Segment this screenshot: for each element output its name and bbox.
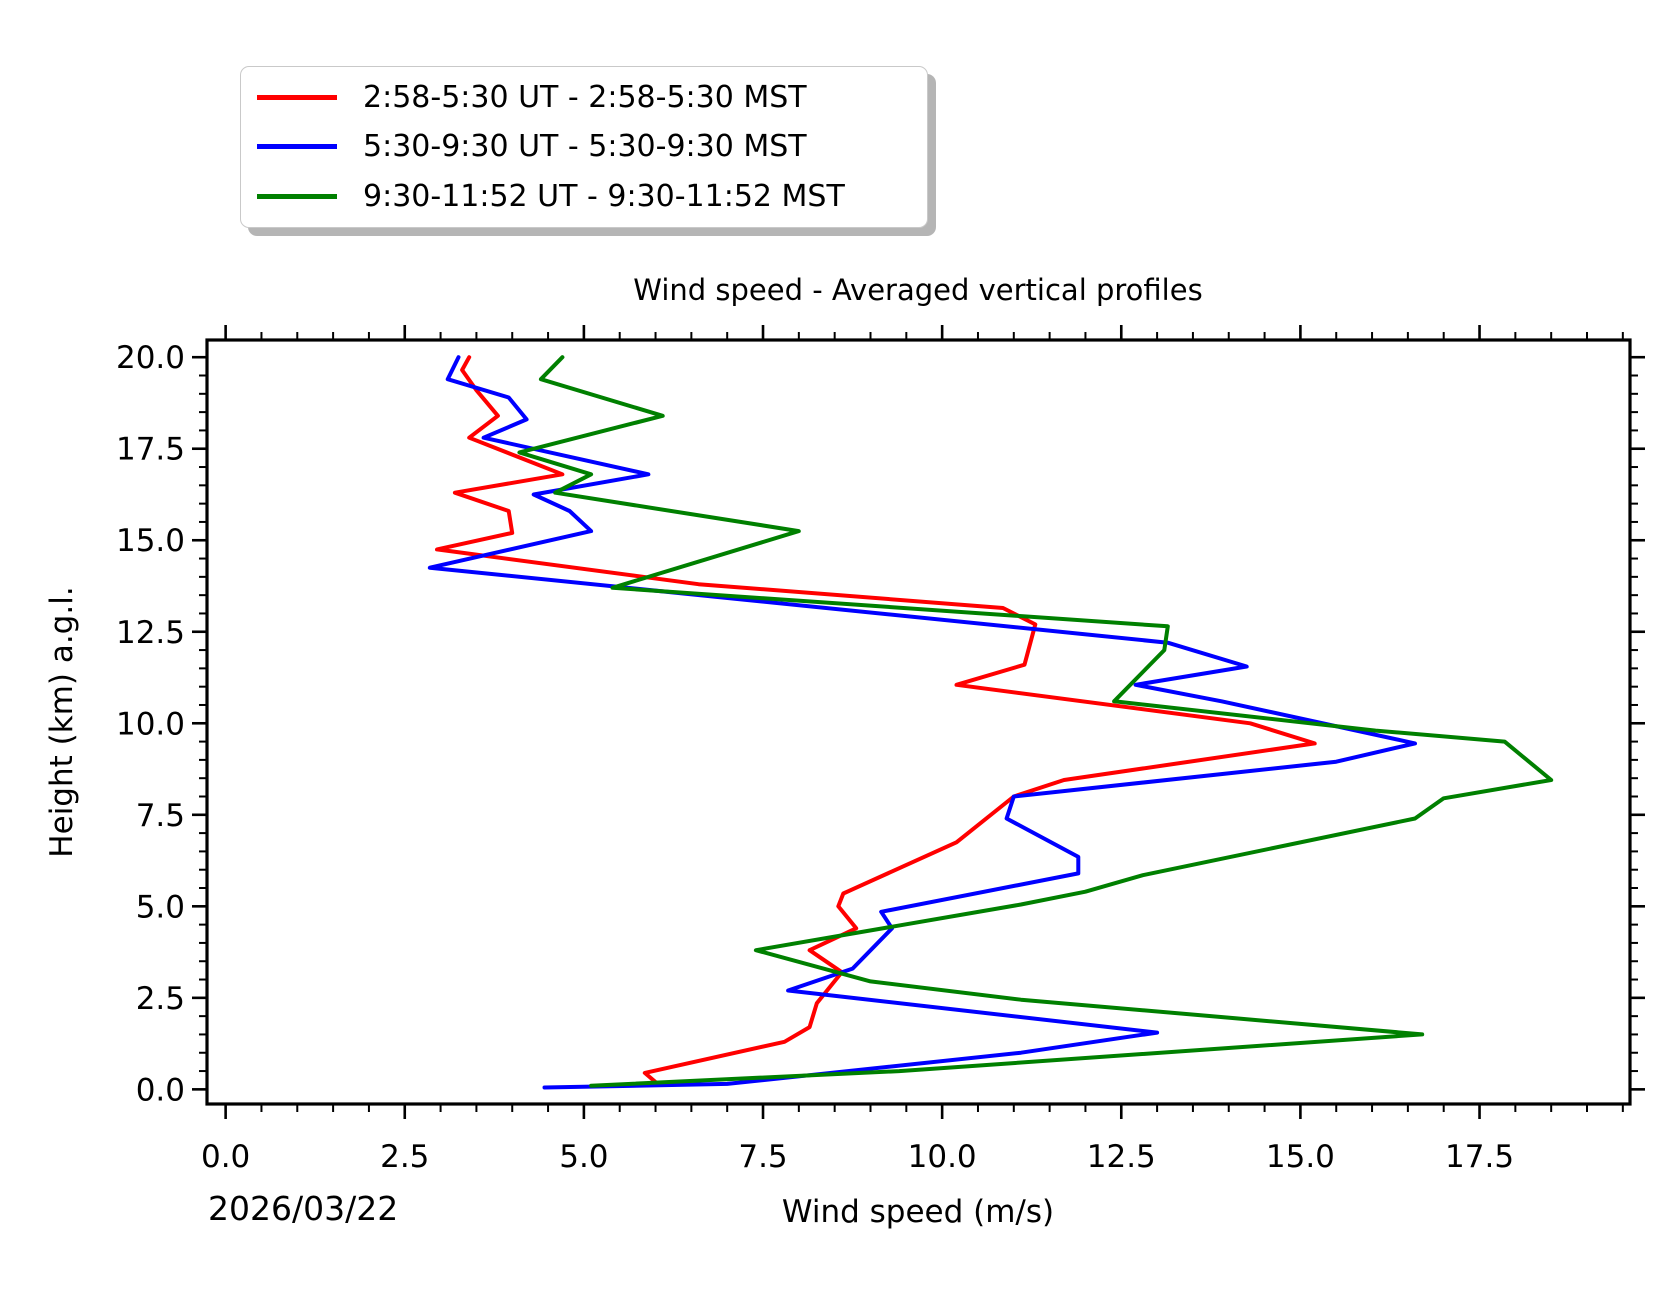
- x-axis-label: Wind speed (m/s): [782, 1194, 1054, 1230]
- tick-marks: [192, 325, 1645, 1119]
- legend-item: 9:30-11:52 UT - 9:30-11:52 MST: [257, 179, 917, 214]
- legend-item: 5:30-9:30 UT - 5:30-9:30 MST: [257, 129, 917, 164]
- legend-label: 2:58-5:30 UT - 2:58-5:30 MST: [363, 80, 807, 116]
- x-tick-label: 12.5: [1087, 1139, 1156, 1175]
- chart-title: Wind speed - Averaged vertical profiles: [633, 273, 1202, 307]
- data-curves: [427, 355, 1554, 1090]
- legend-line-sample: [257, 95, 337, 101]
- y-tick-label: 7.5: [136, 798, 185, 834]
- legend-box: 2:58-5:30 UT - 2:58-5:30 MST 5:30-9:30 U…: [240, 66, 928, 228]
- y-axis-label: Height (km) a.g.l.: [44, 586, 80, 857]
- axes-frame: [205, 338, 1632, 1106]
- y-tick-label: 12.5: [116, 615, 185, 651]
- x-tick-label: 7.5: [738, 1139, 787, 1175]
- series-line-green: [517, 355, 1554, 1088]
- x-tick-label: 0.0: [201, 1139, 250, 1175]
- y-tick-label: 20.0: [116, 340, 185, 376]
- x-tick-label: 5.0: [559, 1139, 608, 1175]
- legend-label: 9:30-11:52 UT - 9:30-11:52 MST: [363, 178, 845, 214]
- legend-line-sample: [257, 144, 337, 150]
- date-annotation: 2026/03/22: [208, 1189, 398, 1228]
- legend-line-sample: [257, 193, 337, 199]
- x-tick-label: 15.0: [1266, 1139, 1335, 1175]
- y-tick-label: 17.5: [116, 432, 185, 468]
- y-tick-label: 15.0: [116, 523, 185, 559]
- x-tick-label: 17.5: [1445, 1139, 1514, 1175]
- series-line-red: [435, 355, 1317, 1084]
- y-tick-label: 2.5: [136, 981, 185, 1017]
- series-line-blue: [427, 355, 1417, 1090]
- x-tick-label: 10.0: [908, 1139, 977, 1175]
- tick-labels: 0.0 2.5 5.0 7.5 10.0 12.5 15.0 17.5 0.0 2.5 5.0 7.5…: [116, 340, 1514, 1175]
- y-tick-label: 0.0: [136, 1072, 185, 1108]
- y-tick-label: 10.0: [116, 706, 185, 742]
- y-tick-label: 5.0: [136, 889, 185, 925]
- x-tick-label: 2.5: [380, 1139, 429, 1175]
- legend-label: 5:30-9:30 UT - 5:30-9:30 MST: [363, 129, 807, 165]
- legend-item: 2:58-5:30 UT - 2:58-5:30 MST: [257, 80, 917, 115]
